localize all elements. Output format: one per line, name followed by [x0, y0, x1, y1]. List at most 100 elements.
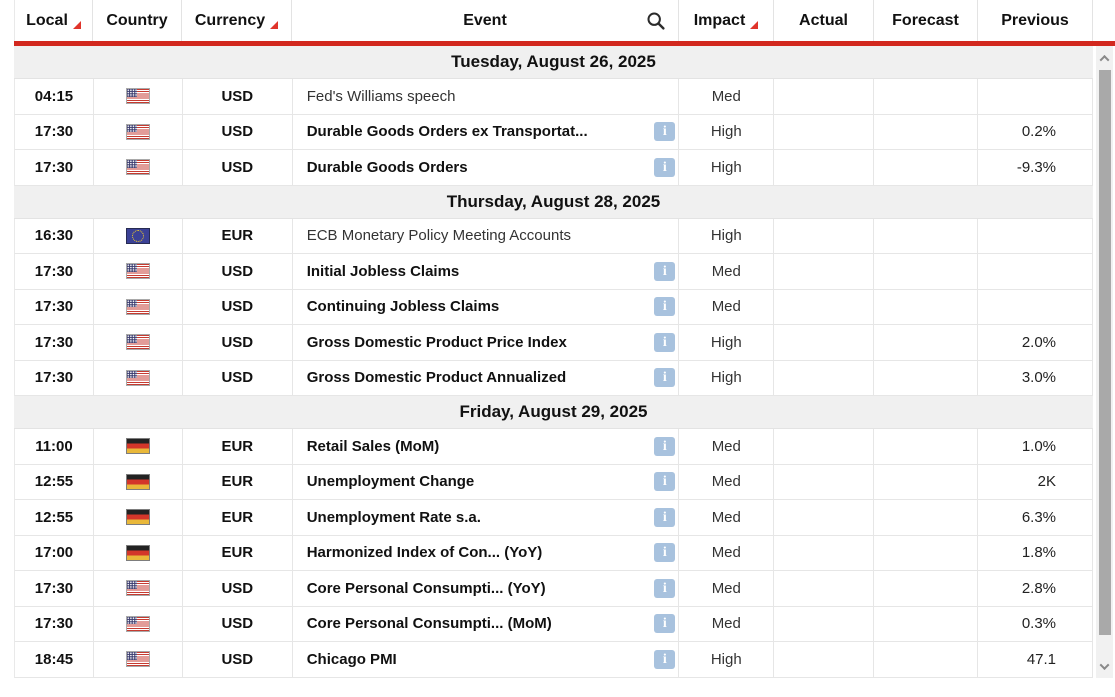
event-row[interactable]: 17:30 USD Core Personal Consumpti... (YoY)…: [14, 571, 1094, 607]
info-icon[interactable]: i: [654, 122, 676, 142]
event-row[interactable]: 17:30 USD Gross Domestic Product Annualize…: [14, 360, 1094, 396]
info-icon[interactable]: i: [654, 472, 676, 492]
event-cell: Fed's Williams speech: [293, 79, 680, 114]
column-header-impact[interactable]: Impact: [679, 0, 774, 41]
event-row[interactable]: 12:55 EUR Unemployment Change i Med 2K: [14, 464, 1094, 500]
us-flag-icon: [125, 159, 150, 176]
impact-cell: High: [679, 360, 775, 395]
vertical-scrollbar[interactable]: [1096, 46, 1113, 678]
info-icon[interactable]: i: [654, 332, 676, 352]
forecast-cell: [874, 535, 979, 570]
country-cell: [94, 535, 183, 570]
us-flag-icon: [125, 88, 150, 105]
forecast-cell: [874, 571, 979, 606]
us-flag-icon: [125, 651, 150, 668]
time-cell: 17:30: [15, 325, 94, 360]
date-header-row: Tuesday, August 26, 2025: [14, 46, 1093, 79]
info-icon[interactable]: i: [654, 578, 676, 598]
actual-cell: [774, 642, 875, 677]
info-icon[interactable]: i: [654, 649, 676, 669]
column-label-country: Country: [106, 11, 168, 29]
event-name: Chicago PMI: [306, 650, 397, 668]
country-cell: [94, 500, 183, 535]
scroll-up-button[interactable]: [1096, 48, 1113, 68]
event-name: Durable Goods Orders ex Transportat...: [306, 123, 588, 141]
event-row[interactable]: 18:45 USD Chicago PMI i High 47.1: [14, 642, 1094, 678]
forecast-cell: [874, 429, 979, 464]
event-row[interactable]: 17:30 USD Initial Jobless Claims i Med: [14, 254, 1094, 290]
event-row[interactable]: 17:30 USD Core Personal Consumpti... (MoM)…: [14, 606, 1094, 642]
event-row[interactable]: 17:30 USD Gross Domestic Product Price Ind…: [14, 325, 1094, 361]
event-row[interactable]: 17:30 USD Durable Goods Orders i High -9.3%: [14, 150, 1094, 186]
search-icon[interactable]: [646, 11, 666, 31]
actual-cell: [774, 254, 875, 289]
currency-cell: USD: [183, 606, 293, 641]
currency-cell: USD: [183, 571, 293, 606]
country-cell: [94, 571, 183, 606]
info-icon[interactable]: i: [654, 436, 676, 456]
forecast-cell: [874, 289, 979, 324]
event-row[interactable]: 17:30 USD Continuing Jobless Claims i Med: [14, 289, 1094, 325]
previous-cell: 1.0%: [978, 429, 1094, 464]
actual-cell: [774, 360, 875, 395]
forecast-cell: [874, 114, 979, 149]
info-icon[interactable]: i: [654, 261, 676, 281]
forecast-cell: [874, 464, 979, 499]
time-cell: 17:30: [15, 254, 94, 289]
event-name: Unemployment Change: [306, 473, 475, 491]
previous-cell: 3.0%: [978, 360, 1094, 395]
country-cell: [94, 79, 183, 114]
column-header-forecast[interactable]: Forecast: [874, 0, 978, 41]
impact-cell: Med: [679, 571, 775, 606]
country-cell: [94, 114, 183, 149]
country-cell: [94, 254, 183, 289]
event-cell: Core Personal Consumpti... (YoY) i: [293, 571, 680, 606]
forecast-cell: [874, 79, 979, 114]
currency-cell: USD: [183, 360, 293, 395]
previous-cell: 6.3%: [978, 500, 1094, 535]
info-icon[interactable]: i: [654, 368, 676, 388]
column-header-currency[interactable]: Currency: [182, 0, 292, 41]
event-row[interactable]: 12:55 EUR Unemployment Rate s.a. i Med 6.3%: [14, 500, 1094, 536]
info-icon[interactable]: i: [654, 297, 676, 317]
event-row[interactable]: 17:30 USD Durable Goods Orders ex Transpor…: [14, 114, 1094, 150]
time-cell: 17:30: [15, 289, 94, 324]
column-label-forecast: Forecast: [892, 11, 959, 29]
info-icon[interactable]: i: [654, 157, 676, 177]
forecast-cell: [874, 254, 979, 289]
actual-cell: [774, 325, 875, 360]
us-flag-icon: [125, 369, 150, 386]
event-row[interactable]: 16:30 EUR ECB Monetary Policy Meeting Acco…: [14, 218, 1094, 254]
event-name: Unemployment Rate s.a.: [306, 508, 481, 526]
currency-cell: USD: [183, 114, 293, 149]
column-header-country[interactable]: Country: [93, 0, 182, 41]
info-icon[interactable]: i: [654, 507, 676, 527]
country-cell: [94, 218, 183, 253]
event-row[interactable]: 04:15 USD Fed's Williams speech Med: [14, 79, 1094, 115]
actual-cell: [774, 114, 875, 149]
impact-cell: Med: [679, 79, 775, 114]
scrollbar-thumb[interactable]: [1098, 70, 1111, 635]
info-icon[interactable]: i: [654, 543, 676, 563]
column-header-previous[interactable]: Previous: [978, 0, 1093, 41]
previous-cell: 0.2%: [978, 114, 1094, 149]
event-cell: Initial Jobless Claims i: [293, 254, 680, 289]
column-header-event[interactable]: Event: [292, 0, 679, 41]
currency-cell: EUR: [183, 429, 293, 464]
event-row[interactable]: 17:00 EUR Harmonized Index of Con... (YoY)…: [14, 535, 1094, 571]
previous-cell: [978, 254, 1094, 289]
scroll-down-button[interactable]: [1096, 656, 1113, 676]
column-header-actual[interactable]: Actual: [774, 0, 874, 41]
time-cell: 17:30: [15, 150, 94, 185]
time-cell: 17:30: [15, 571, 94, 606]
impact-cell: High: [679, 150, 775, 185]
time-cell: 12:55: [15, 464, 94, 499]
chevron-down-icon: [1099, 659, 1110, 670]
event-cell: Harmonized Index of Con... (YoY) i: [293, 535, 680, 570]
forecast-cell: [874, 360, 979, 395]
currency-cell: EUR: [183, 500, 293, 535]
info-icon[interactable]: i: [654, 614, 676, 634]
event-row[interactable]: 11:00 EUR Retail Sales (MoM) i Med 1.0%: [14, 429, 1094, 465]
actual-cell: [774, 464, 875, 499]
column-header-local[interactable]: Local: [14, 0, 93, 41]
